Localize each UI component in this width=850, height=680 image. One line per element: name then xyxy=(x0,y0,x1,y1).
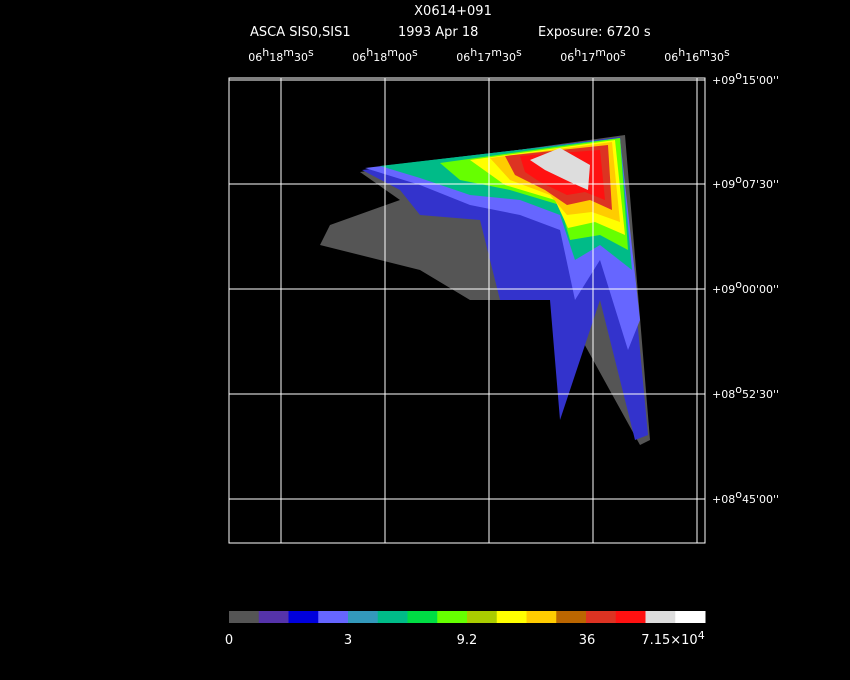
colorbar-cell xyxy=(407,611,438,623)
dec-label: +08o52'30'' xyxy=(712,383,779,401)
colorbar-cell xyxy=(229,611,260,623)
ra-label-part: s xyxy=(516,46,522,59)
dec-label: +09o07'30'' xyxy=(712,173,779,191)
ra-label-part: 06 xyxy=(560,51,574,64)
colorbar-label: 3 xyxy=(344,633,352,648)
ra-label-part: m xyxy=(699,46,710,59)
ra-label-part: m xyxy=(387,46,398,59)
colorbar-label: 36 xyxy=(579,633,596,648)
ra-label-part: 30 xyxy=(502,51,516,64)
dec-label: +08o45'00'' xyxy=(712,488,779,506)
colorbar-cell xyxy=(318,611,349,623)
ra-label-part: h xyxy=(262,46,269,59)
ra-label-part: 30 xyxy=(294,51,308,64)
ra-label-part: h xyxy=(574,46,581,59)
colorbar-cell xyxy=(377,611,408,623)
dec-label-part: +08 xyxy=(712,493,735,506)
colorbar-label: 9.2 xyxy=(457,633,478,648)
colorbar-label: 7.15×104 xyxy=(641,629,704,648)
ra-label-part: 18 xyxy=(269,51,283,64)
ra-label-part: s xyxy=(308,46,314,59)
ra-label-part: 06 xyxy=(664,51,678,64)
ra-label: 06h17m30s xyxy=(456,46,522,64)
ra-label: 06h18m30s xyxy=(248,46,314,64)
instrument: ASCA SIS0,SIS1 xyxy=(250,25,351,40)
dec-label: +09o15'00'' xyxy=(712,69,779,87)
dec-label-part: o xyxy=(735,383,742,396)
dec-label-part: 15'00'' xyxy=(742,74,779,87)
ra-label: 06h18m00s xyxy=(352,46,418,64)
colorbar-label-part: 4 xyxy=(698,629,705,642)
dec-label-part: o xyxy=(735,278,742,291)
dec-label-part: o xyxy=(735,173,742,186)
ra-label-part: 00 xyxy=(398,51,412,64)
dec-label-part: 45'00'' xyxy=(742,493,779,506)
colorbar-label-part: 9.2 xyxy=(457,633,478,648)
title: X0614+091 xyxy=(414,4,492,19)
ra-label-part: 06 xyxy=(352,51,366,64)
colorbar-label-part: 0 xyxy=(225,633,233,648)
ra-label-part: h xyxy=(678,46,685,59)
colorbar-cell xyxy=(586,611,617,623)
dec-label-part: o xyxy=(735,69,742,82)
dec-label-part: +09 xyxy=(712,74,735,87)
ra-label-part: 00 xyxy=(606,51,620,64)
dec-label-part: +09 xyxy=(712,178,735,191)
colorbar-cell xyxy=(556,611,587,623)
dec-label-part: 07'30'' xyxy=(742,178,779,191)
colorbar-cell xyxy=(526,611,557,623)
ra-label-part: 17 xyxy=(581,51,595,64)
dec-label-part: +09 xyxy=(712,283,735,296)
ra-label-part: m xyxy=(491,46,502,59)
colorbar-label-part: 3 xyxy=(344,633,352,648)
ra-label: 06h17m00s xyxy=(560,46,626,64)
dec-label-part: 00'00'' xyxy=(742,283,779,296)
ra-label-part: h xyxy=(470,46,477,59)
colorbar-cell xyxy=(288,611,319,623)
date: 1993 Apr 18 xyxy=(398,25,478,40)
ra-label-part: s xyxy=(724,46,730,59)
ra-label-part: 06 xyxy=(456,51,470,64)
ra-label-part: 16 xyxy=(685,51,699,64)
colorbar-label: 0 xyxy=(225,633,233,648)
colorbar-cell xyxy=(496,611,527,623)
ra-label-part: m xyxy=(283,46,294,59)
dec-label-part: +08 xyxy=(712,388,735,401)
ra-label-part: 30 xyxy=(710,51,724,64)
colorbar-cell xyxy=(348,611,379,623)
colorbar-label-part: 7.15×10 xyxy=(641,633,697,648)
ra-label: 06h16m30s xyxy=(664,46,730,64)
colorbar-cell xyxy=(437,611,468,623)
ra-label-part: s xyxy=(620,46,626,59)
dec-label: +09o00'00'' xyxy=(712,278,779,296)
ra-label-part: s xyxy=(412,46,418,59)
ra-label-part: 06 xyxy=(248,51,262,64)
ra-label-part: 17 xyxy=(477,51,491,64)
plot-frame xyxy=(228,77,706,544)
ra-label-part: 18 xyxy=(373,51,387,64)
colorbar-label-part: 36 xyxy=(579,633,596,648)
ra-label-part: m xyxy=(595,46,606,59)
colorbar-cell xyxy=(467,611,498,623)
colorbar-cell xyxy=(258,611,289,623)
colorbar-cell xyxy=(615,611,646,623)
exposure: Exposure: 6720 s xyxy=(538,25,651,40)
dec-label-part: 52'30'' xyxy=(742,388,779,401)
dec-label-part: o xyxy=(735,488,742,501)
ra-label-part: h xyxy=(366,46,373,59)
colorbar-cell xyxy=(675,611,706,623)
colorbar-cell xyxy=(645,611,676,623)
